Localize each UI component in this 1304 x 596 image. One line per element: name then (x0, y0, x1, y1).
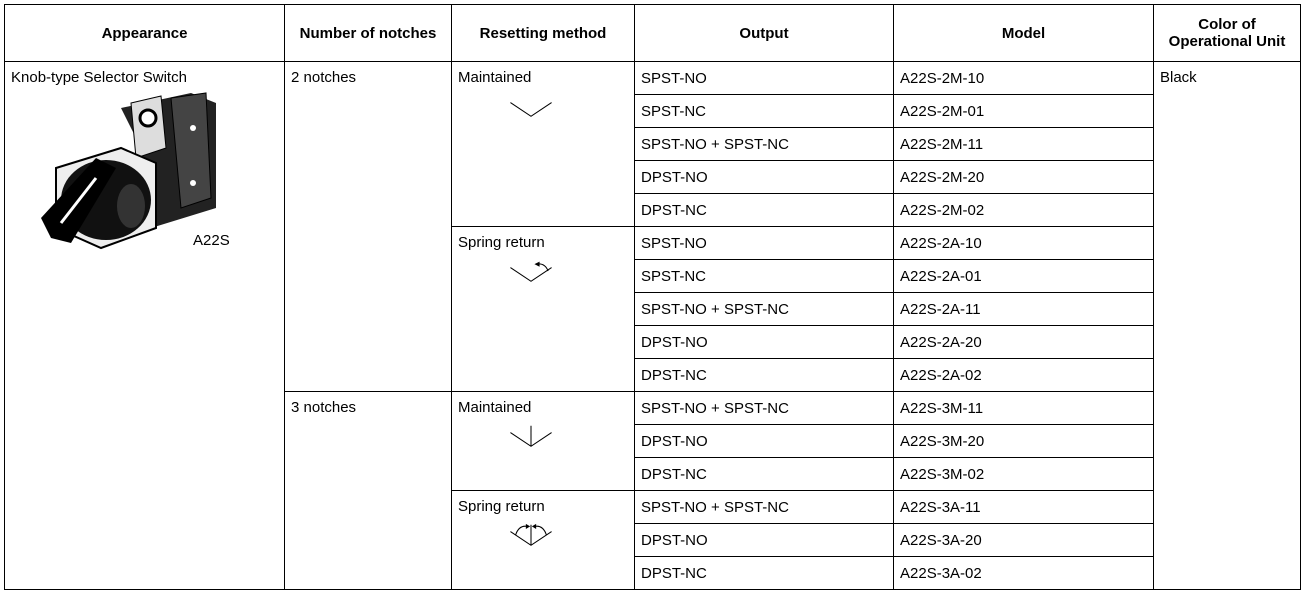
model-cell: A22S-3M-02 (893, 457, 1154, 491)
table-row: Spring return SPST-NO + SPST-NC A22S-3A-11 (5, 490, 1301, 590)
output-cell: DPST-NC (634, 358, 894, 392)
output-cell: SPST-NO + SPST-NC (634, 391, 894, 425)
model-cell: A22S-2M-11 (893, 127, 1154, 161)
method-label: Spring return (458, 234, 545, 251)
output-cell: DPST-NC (634, 193, 894, 227)
model-cell: A22S-2M-10 (893, 61, 1154, 95)
method-label: Spring return (458, 498, 545, 515)
model-cell: A22S-2M-01 (893, 94, 1154, 128)
model-cell: A22S-2A-20 (893, 325, 1154, 359)
table-row: DPST-NC A22S-3M-02 (5, 457, 1301, 491)
method-label: Maintained (458, 69, 532, 86)
table-row: DPST-NO A22S-2M-20 (5, 160, 1301, 194)
method-icon (510, 425, 552, 447)
model-cell: A22S-2A-10 (893, 226, 1154, 260)
method-icon (510, 102, 552, 117)
product-table: Appearance Number of notches Resetting met… (4, 4, 1301, 590)
header-cell: Number of notches (284, 4, 452, 62)
table-row: DPST-NC A22S-3A-02 (5, 556, 1301, 590)
model-cell: A22S-2A-11 (893, 292, 1154, 326)
header-cell: Color of Operational Unit (1153, 4, 1301, 62)
header-cell: Resetting method (451, 4, 635, 62)
model-cell: A22S-2M-02 (893, 193, 1154, 227)
model-cell: A22S-3A-20 (893, 523, 1154, 557)
method-cell: Spring return (451, 226, 635, 392)
output-cell: DPST-NC (634, 457, 894, 491)
product-image: A22S (11, 86, 271, 266)
output-cell: SPST-NO + SPST-NC (634, 292, 894, 326)
appearance-cell: Knob-type Selector Switch A22S (4, 61, 285, 590)
notches-cell: 2 notches (284, 61, 452, 392)
table-body: Knob-type Selector Switch A22S 2 notches M… (4, 61, 1301, 590)
output-cell: DPST-NO (634, 424, 894, 458)
output-cell: DPST-NO (634, 523, 894, 557)
header-row: Appearance Number of notches Resetting met… (4, 4, 1301, 62)
method-cell: Spring return (451, 490, 635, 590)
table-row: DPST-NO A22S-2A-20 (5, 325, 1301, 359)
output-cell: SPST-NO (634, 61, 894, 95)
table-row: DPST-NC A22S-2A-02 (5, 358, 1301, 392)
model-cell: A22S-3A-11 (893, 490, 1154, 524)
method-label: Maintained (458, 399, 532, 416)
table-row: SPST-NC A22S-2A-01 (5, 259, 1301, 293)
model-cell: A22S-3M-20 (893, 424, 1154, 458)
header-cell: Output (634, 4, 894, 62)
model-cell: A22S-3M-11 (893, 391, 1154, 425)
method-icon (510, 523, 552, 546)
table-row: DPST-NC A22S-2M-02 (5, 193, 1301, 227)
output-cell: DPST-NO (634, 325, 894, 359)
header-cell: Appearance (4, 4, 285, 62)
table-row: 3 notches Maintained SPST-NO + SPST-NC A22S… (5, 391, 1301, 590)
switch-drawing (41, 92, 216, 250)
table-row: DPST-NO A22S-3A-20 (5, 523, 1301, 557)
method-cell: Maintained (451, 391, 635, 491)
output-cell: SPST-NO + SPST-NC (634, 127, 894, 161)
color-cell: Black (1153, 61, 1301, 590)
appearance-label: Knob-type Selector Switch (11, 69, 187, 86)
table-row: Spring return SPST-NO A22S-2A-10 (5, 226, 1301, 392)
model-cell: A22S-3A-02 (893, 556, 1154, 590)
table-row: SPST-NO + SPST-NC A22S-2M-11 (5, 127, 1301, 161)
header-cell: Model (893, 4, 1154, 62)
output-cell: SPST-NC (634, 94, 894, 128)
output-cell: SPST-NO (634, 226, 894, 260)
output-cell: DPST-NC (634, 556, 894, 590)
output-cell: DPST-NO (634, 160, 894, 194)
output-cell: SPST-NO + SPST-NC (634, 490, 894, 524)
output-cell: SPST-NC (634, 259, 894, 293)
image-caption: A22S (193, 232, 230, 249)
model-cell: A22S-2A-02 (893, 358, 1154, 392)
model-cell: A22S-2M-20 (893, 160, 1154, 194)
notches-cell: 3 notches (284, 391, 452, 590)
table-row: Knob-type Selector Switch A22S 2 notches M… (4, 61, 1301, 590)
model-cell: A22S-2A-01 (893, 259, 1154, 293)
method-cell: Maintained (451, 61, 635, 227)
method-icon (510, 261, 552, 282)
